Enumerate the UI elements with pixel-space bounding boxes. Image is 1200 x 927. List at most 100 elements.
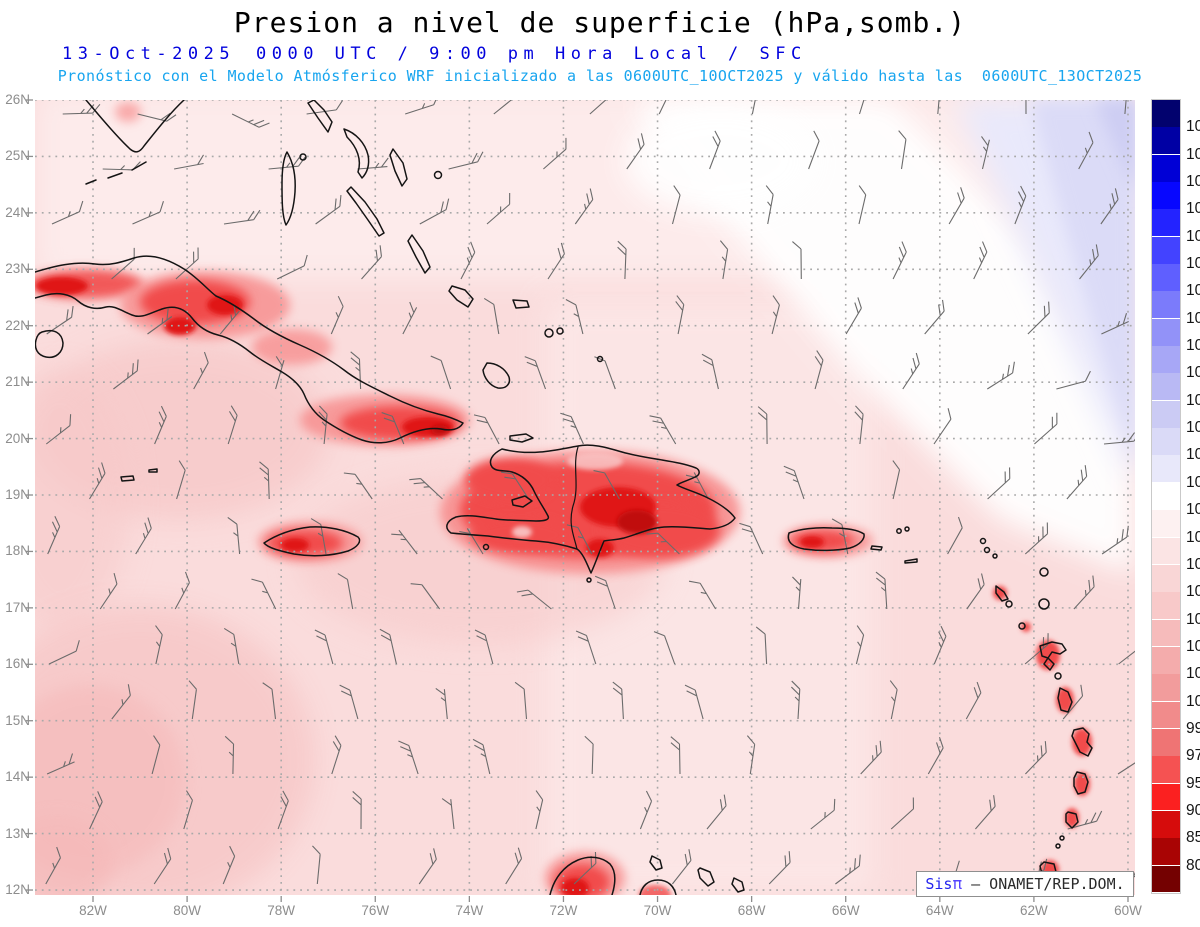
wind-barb bbox=[892, 460, 901, 500]
wind-barb bbox=[113, 359, 139, 390]
wind-barb bbox=[948, 187, 965, 225]
forecast-date: 13-Oct-2025 bbox=[62, 44, 236, 64]
wind-barb bbox=[933, 625, 947, 665]
wind-barb bbox=[653, 631, 676, 665]
wind-barb bbox=[670, 736, 681, 775]
wind-barb bbox=[1067, 810, 1103, 830]
axis-ticks bbox=[26, 99, 1129, 902]
wind-barb bbox=[222, 845, 236, 885]
colorbar-swatch bbox=[1152, 701, 1180, 730]
wind-barb bbox=[99, 572, 118, 610]
lon-label: 72W bbox=[549, 903, 578, 918]
colorbar-label: 1017 bbox=[1186, 391, 1200, 409]
colorbar-swatch bbox=[1152, 428, 1180, 456]
colorbar-swatch bbox=[1152, 728, 1180, 757]
colorbar-label: 1019 bbox=[1186, 337, 1200, 355]
wind-barb bbox=[932, 100, 941, 115]
colorbar-label: 1025 bbox=[1186, 255, 1200, 273]
lon-label: 80W bbox=[173, 903, 201, 918]
pressure-shading-layer bbox=[35, 100, 1135, 895]
wind-barb bbox=[277, 790, 289, 830]
coast-lesser-antilles bbox=[979, 537, 1093, 879]
colorbar-swatch bbox=[1152, 291, 1180, 320]
wind-barb bbox=[845, 297, 862, 335]
colorbar-label: 1012 bbox=[1186, 528, 1200, 546]
wind-barb bbox=[318, 405, 328, 445]
wind-barb bbox=[175, 247, 199, 280]
wind-barb bbox=[391, 529, 418, 555]
colorbar-swatch bbox=[1152, 482, 1180, 511]
wind-barb bbox=[1056, 370, 1091, 390]
lat-label: 25N bbox=[5, 148, 30, 164]
wind-barb bbox=[594, 356, 616, 390]
wind-barb bbox=[183, 790, 193, 830]
wind-barb bbox=[227, 516, 241, 555]
colorbar-swatch bbox=[1152, 127, 1180, 156]
lon-label: 82W bbox=[79, 903, 107, 918]
colorbar-label: 1050 bbox=[1186, 118, 1200, 136]
wind-barb bbox=[1027, 301, 1050, 335]
colorbar-label: 900 bbox=[1186, 801, 1200, 819]
wind-barb bbox=[719, 240, 729, 280]
lat-label: 12N bbox=[5, 882, 30, 898]
colorbar-label: 1002 bbox=[1186, 665, 1200, 683]
wind-barb bbox=[379, 628, 397, 665]
coast-hispaniola bbox=[446, 444, 736, 574]
wind-barb bbox=[589, 100, 613, 115]
wind-barb bbox=[987, 467, 1011, 500]
lon-label: 60W bbox=[1114, 903, 1142, 918]
colorbar-label: 1015 bbox=[1186, 446, 1200, 464]
wind-barb bbox=[1062, 684, 1084, 720]
wind-barb bbox=[771, 295, 780, 335]
wind-barb bbox=[47, 515, 61, 555]
lon-label: 76W bbox=[361, 903, 390, 918]
colorbar-label: 950 bbox=[1186, 774, 1200, 792]
wind-barb bbox=[612, 681, 624, 720]
wind-barb bbox=[135, 517, 152, 555]
wind-barb bbox=[858, 100, 869, 115]
wind-barb bbox=[593, 470, 620, 500]
wind-barb bbox=[543, 137, 567, 170]
wind-barb bbox=[153, 847, 172, 885]
wind-barb bbox=[46, 753, 75, 775]
colorbar-swatch bbox=[1152, 400, 1180, 429]
wind-barb bbox=[330, 295, 344, 335]
wind-barb bbox=[649, 415, 677, 445]
colorbar-swatch bbox=[1152, 510, 1180, 539]
wind-barb bbox=[516, 589, 552, 610]
colorbar-swatch bbox=[1152, 455, 1180, 484]
wind-barb bbox=[890, 797, 915, 830]
wind-barb bbox=[981, 136, 990, 170]
wind-barb bbox=[688, 580, 717, 610]
colorbar-label: 1013 bbox=[1186, 501, 1200, 519]
colorbar-label: 1040 bbox=[1186, 145, 1200, 163]
wind-barb bbox=[137, 112, 177, 122]
wind-barb bbox=[889, 680, 898, 720]
wind-barb bbox=[875, 571, 888, 610]
wind-barb bbox=[435, 688, 448, 720]
wind-barb bbox=[310, 518, 327, 555]
wind-barb bbox=[783, 465, 805, 500]
wind-barb bbox=[1100, 188, 1119, 225]
wind-barb bbox=[474, 629, 494, 665]
wind-barb bbox=[262, 682, 277, 720]
wind-barb bbox=[594, 575, 616, 610]
wind-barb bbox=[947, 516, 963, 555]
wind-barb bbox=[315, 195, 342, 225]
wind-barb bbox=[808, 130, 820, 170]
lat-label: 17N bbox=[5, 599, 30, 615]
wind-barb bbox=[448, 151, 484, 170]
wind-barb bbox=[535, 790, 544, 830]
wind-barb bbox=[176, 460, 186, 500]
wind-barb bbox=[855, 625, 865, 665]
colorbar-swatch bbox=[1152, 783, 1180, 812]
colorbar-swatch bbox=[1152, 619, 1180, 648]
wind-barb bbox=[671, 185, 681, 225]
attribution-text: – ONAMET/REP.DOM. bbox=[971, 875, 1125, 893]
wind-barb bbox=[361, 245, 383, 280]
wind-barb bbox=[405, 100, 439, 115]
pi-symbol: π bbox=[952, 874, 963, 893]
wind-barb bbox=[835, 854, 861, 885]
